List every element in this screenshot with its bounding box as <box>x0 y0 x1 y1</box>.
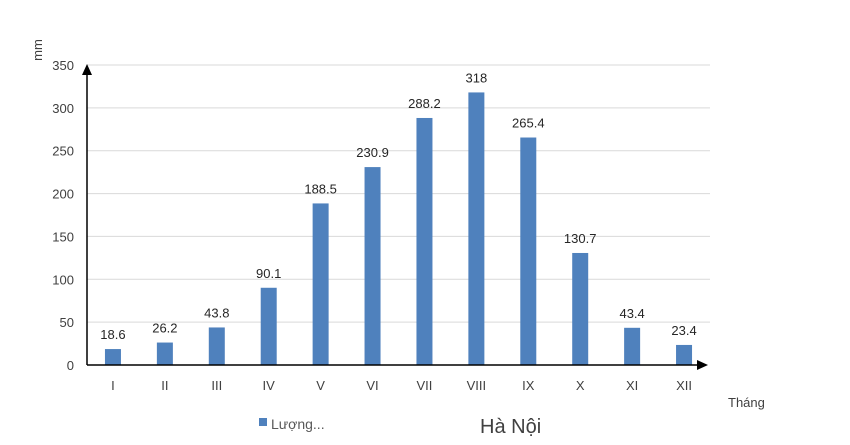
data-label: 130.7 <box>564 231 597 246</box>
gridlines <box>87 64 710 323</box>
chart-caption: Hà Nội <box>480 416 541 438</box>
x-tick-label: II <box>161 378 168 393</box>
x-tick-label: VII <box>417 378 433 393</box>
y-tick-label: 200 <box>52 187 74 202</box>
data-label: 90.1 <box>256 266 281 281</box>
bar <box>104 349 121 365</box>
data-labels: 18.6 26.2 43.8 90.1 188.5 230.9 288.2 318 265.4 1… <box>100 70 696 342</box>
data-label: 188.5 <box>304 181 337 196</box>
bar <box>208 327 225 365</box>
bar <box>312 203 329 365</box>
bar <box>624 327 641 365</box>
data-label: 230.9 <box>356 145 389 160</box>
x-tick-label: I <box>111 378 115 393</box>
x-tick-label: XI <box>626 378 638 393</box>
data-label: 18.6 <box>100 327 125 342</box>
x-axis-arrow-icon <box>697 360 708 370</box>
bar <box>416 117 433 365</box>
y-tick-labels: 0 50 100 150 200 250 300 350 <box>52 58 74 373</box>
y-tick-label: 100 <box>52 272 74 287</box>
data-label: 288.2 <box>408 96 441 111</box>
x-tick-labels: I II III IV V VI VII VIII IX X XI XII <box>111 378 692 393</box>
legend: Lượng... <box>259 416 325 432</box>
bar <box>572 252 589 365</box>
y-tick-label: 250 <box>52 144 74 159</box>
bar <box>260 287 277 365</box>
data-label: 318 <box>466 70 488 85</box>
x-tick-label: V <box>316 378 325 393</box>
y-tick-label: 150 <box>52 229 74 244</box>
data-label: 23.4 <box>671 323 696 338</box>
y-tick-label: 300 <box>52 101 74 116</box>
legend-swatch <box>259 418 267 426</box>
x-tick-label: X <box>576 378 585 393</box>
bar <box>520 137 537 365</box>
y-tick-label: 350 <box>52 58 74 73</box>
y-tick-label: 0 <box>67 358 74 373</box>
y-axis-title: mm <box>30 39 45 61</box>
legend-label: Lượng... <box>271 416 325 432</box>
data-label: 43.8 <box>204 305 229 320</box>
y-axis-arrow-icon <box>82 64 92 75</box>
data-label: 43.4 <box>619 306 644 321</box>
x-tick-label: XII <box>676 378 692 393</box>
data-label: 265.4 <box>512 116 545 131</box>
x-tick-label: VIII <box>467 378 487 393</box>
y-tick-label: 50 <box>60 315 74 330</box>
bars <box>104 92 693 365</box>
x-tick-label: III <box>211 378 222 393</box>
x-tick-label: IX <box>522 378 535 393</box>
bar <box>156 342 173 365</box>
data-label: 26.2 <box>152 321 177 336</box>
x-tick-label: IV <box>263 378 276 393</box>
x-axis-title: Tháng <box>728 395 765 410</box>
bar <box>468 92 485 365</box>
x-tick-label: VI <box>366 378 378 393</box>
bar <box>364 167 381 365</box>
bar <box>676 344 693 365</box>
